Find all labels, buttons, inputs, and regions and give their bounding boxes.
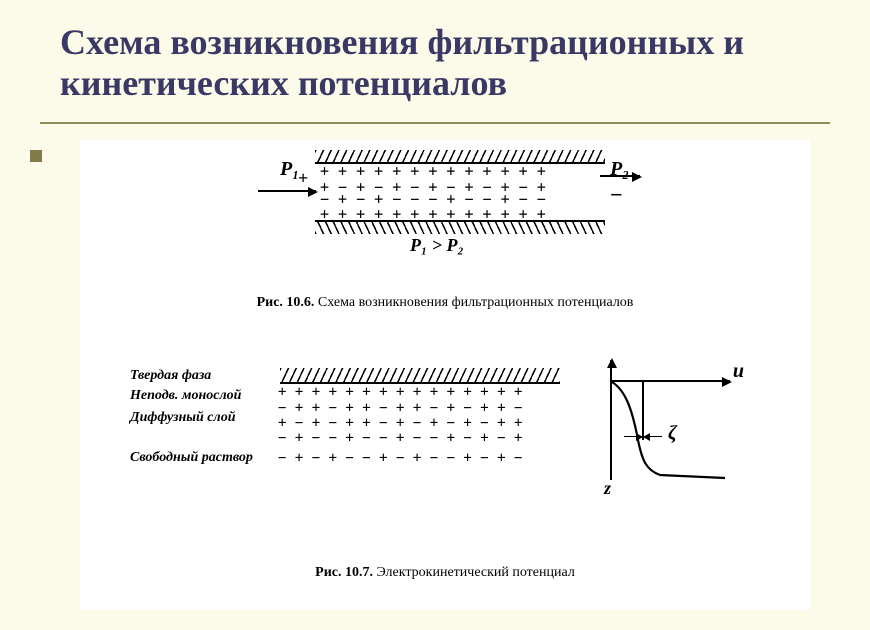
label-z: z bbox=[604, 478, 611, 499]
layer-label-solid: Твердая фаза bbox=[130, 368, 211, 384]
hatch-solid-phase bbox=[280, 368, 560, 384]
potential-graph: u ζ z bbox=[590, 360, 740, 500]
charges2-row-5: − + − + − − + − + − − + − + − bbox=[278, 450, 522, 466]
layer-label-diffuse: Диффузный слой bbox=[130, 410, 235, 426]
charges-row-4: + + + + + + + + + + + + + bbox=[320, 205, 546, 223]
caption-1-text: Схема возникновения фильтрационных потен… bbox=[318, 295, 634, 310]
charges2-row-4: − + − − + − − + − − + − + − + bbox=[278, 430, 522, 446]
potential-curve-svg bbox=[590, 360, 740, 500]
layer-label-solution: Свободный раствор bbox=[130, 450, 253, 466]
label-minus-right: − bbox=[610, 182, 623, 208]
caption-1-prefix: Рис. 10.6. bbox=[257, 295, 318, 310]
figure-1-caption: Рис. 10.6. Схема возникновения фильтраци… bbox=[80, 295, 810, 311]
figure-2-caption: Рис. 10.7. Электрокинетический потенциал bbox=[80, 565, 810, 581]
title-underline bbox=[40, 122, 830, 124]
charges2-row-1: + + + + + + + + + + + + + + + bbox=[278, 384, 522, 400]
charges2-row-3: + − + − + + − + − + − + − + + bbox=[278, 415, 522, 431]
label-plus-left: + bbox=[298, 168, 308, 189]
label-p2: P₂ bbox=[610, 158, 629, 181]
charges2-row-2: − + + − + + − + + − + − + + − bbox=[278, 400, 522, 416]
slide: Схема возникновения фильтрационных и кин… bbox=[0, 0, 870, 630]
zeta-divider bbox=[642, 380, 644, 440]
label-u: u bbox=[733, 360, 744, 383]
label-p1: P₁ bbox=[280, 158, 299, 181]
figure-1: P₁ P₂ + − + + + + + + + + + + + + + + − … bbox=[250, 150, 630, 270]
flow-arrow-out bbox=[600, 175, 640, 177]
figure-2: Твердая фаза Неподв. монослой Диффузный … bbox=[160, 360, 760, 540]
caption-2-prefix: Рис. 10.7. bbox=[315, 565, 376, 580]
content-bullet bbox=[30, 150, 42, 162]
content-area: P₁ P₂ + − + + + + + + + + + + + + + + − … bbox=[80, 140, 810, 610]
zeta-arrow-left bbox=[624, 436, 642, 437]
label-inequality: P₁ > P₂ bbox=[410, 235, 464, 256]
slide-title: Схема возникновения фильтрационных и кин… bbox=[60, 22, 820, 105]
flow-arrow-in bbox=[258, 190, 316, 192]
caption-2-text: Электрокинетический потенциал bbox=[377, 565, 575, 580]
layer-label-mono: Неподв. монослой bbox=[130, 388, 241, 404]
zeta-arrow-right bbox=[644, 436, 662, 437]
label-zeta: ζ bbox=[668, 422, 677, 445]
